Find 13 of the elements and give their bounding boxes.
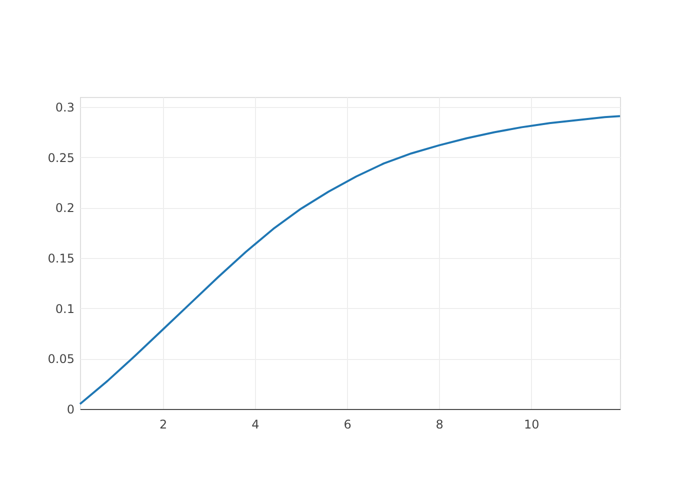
x-tick-label: 2 — [160, 418, 168, 432]
x-tick-label: 6 — [344, 418, 352, 432]
y-tick-label: 0.3 — [55, 100, 74, 115]
y-tick-label: 0.15 — [48, 252, 74, 266]
x-tick-label: 10 — [524, 418, 540, 432]
y-tick-label: 0.05 — [48, 352, 74, 366]
y-tick-label: 0 — [66, 402, 74, 416]
y-tick-label: 0.1 — [55, 302, 74, 316]
y-tick-label: 0.25 — [48, 150, 74, 165]
line-series — [79, 115, 621, 405]
y-tick-label: 0.2 — [55, 201, 74, 216]
x-tick-label: 4 — [252, 418, 260, 432]
x-tick-label: 8 — [436, 418, 444, 432]
